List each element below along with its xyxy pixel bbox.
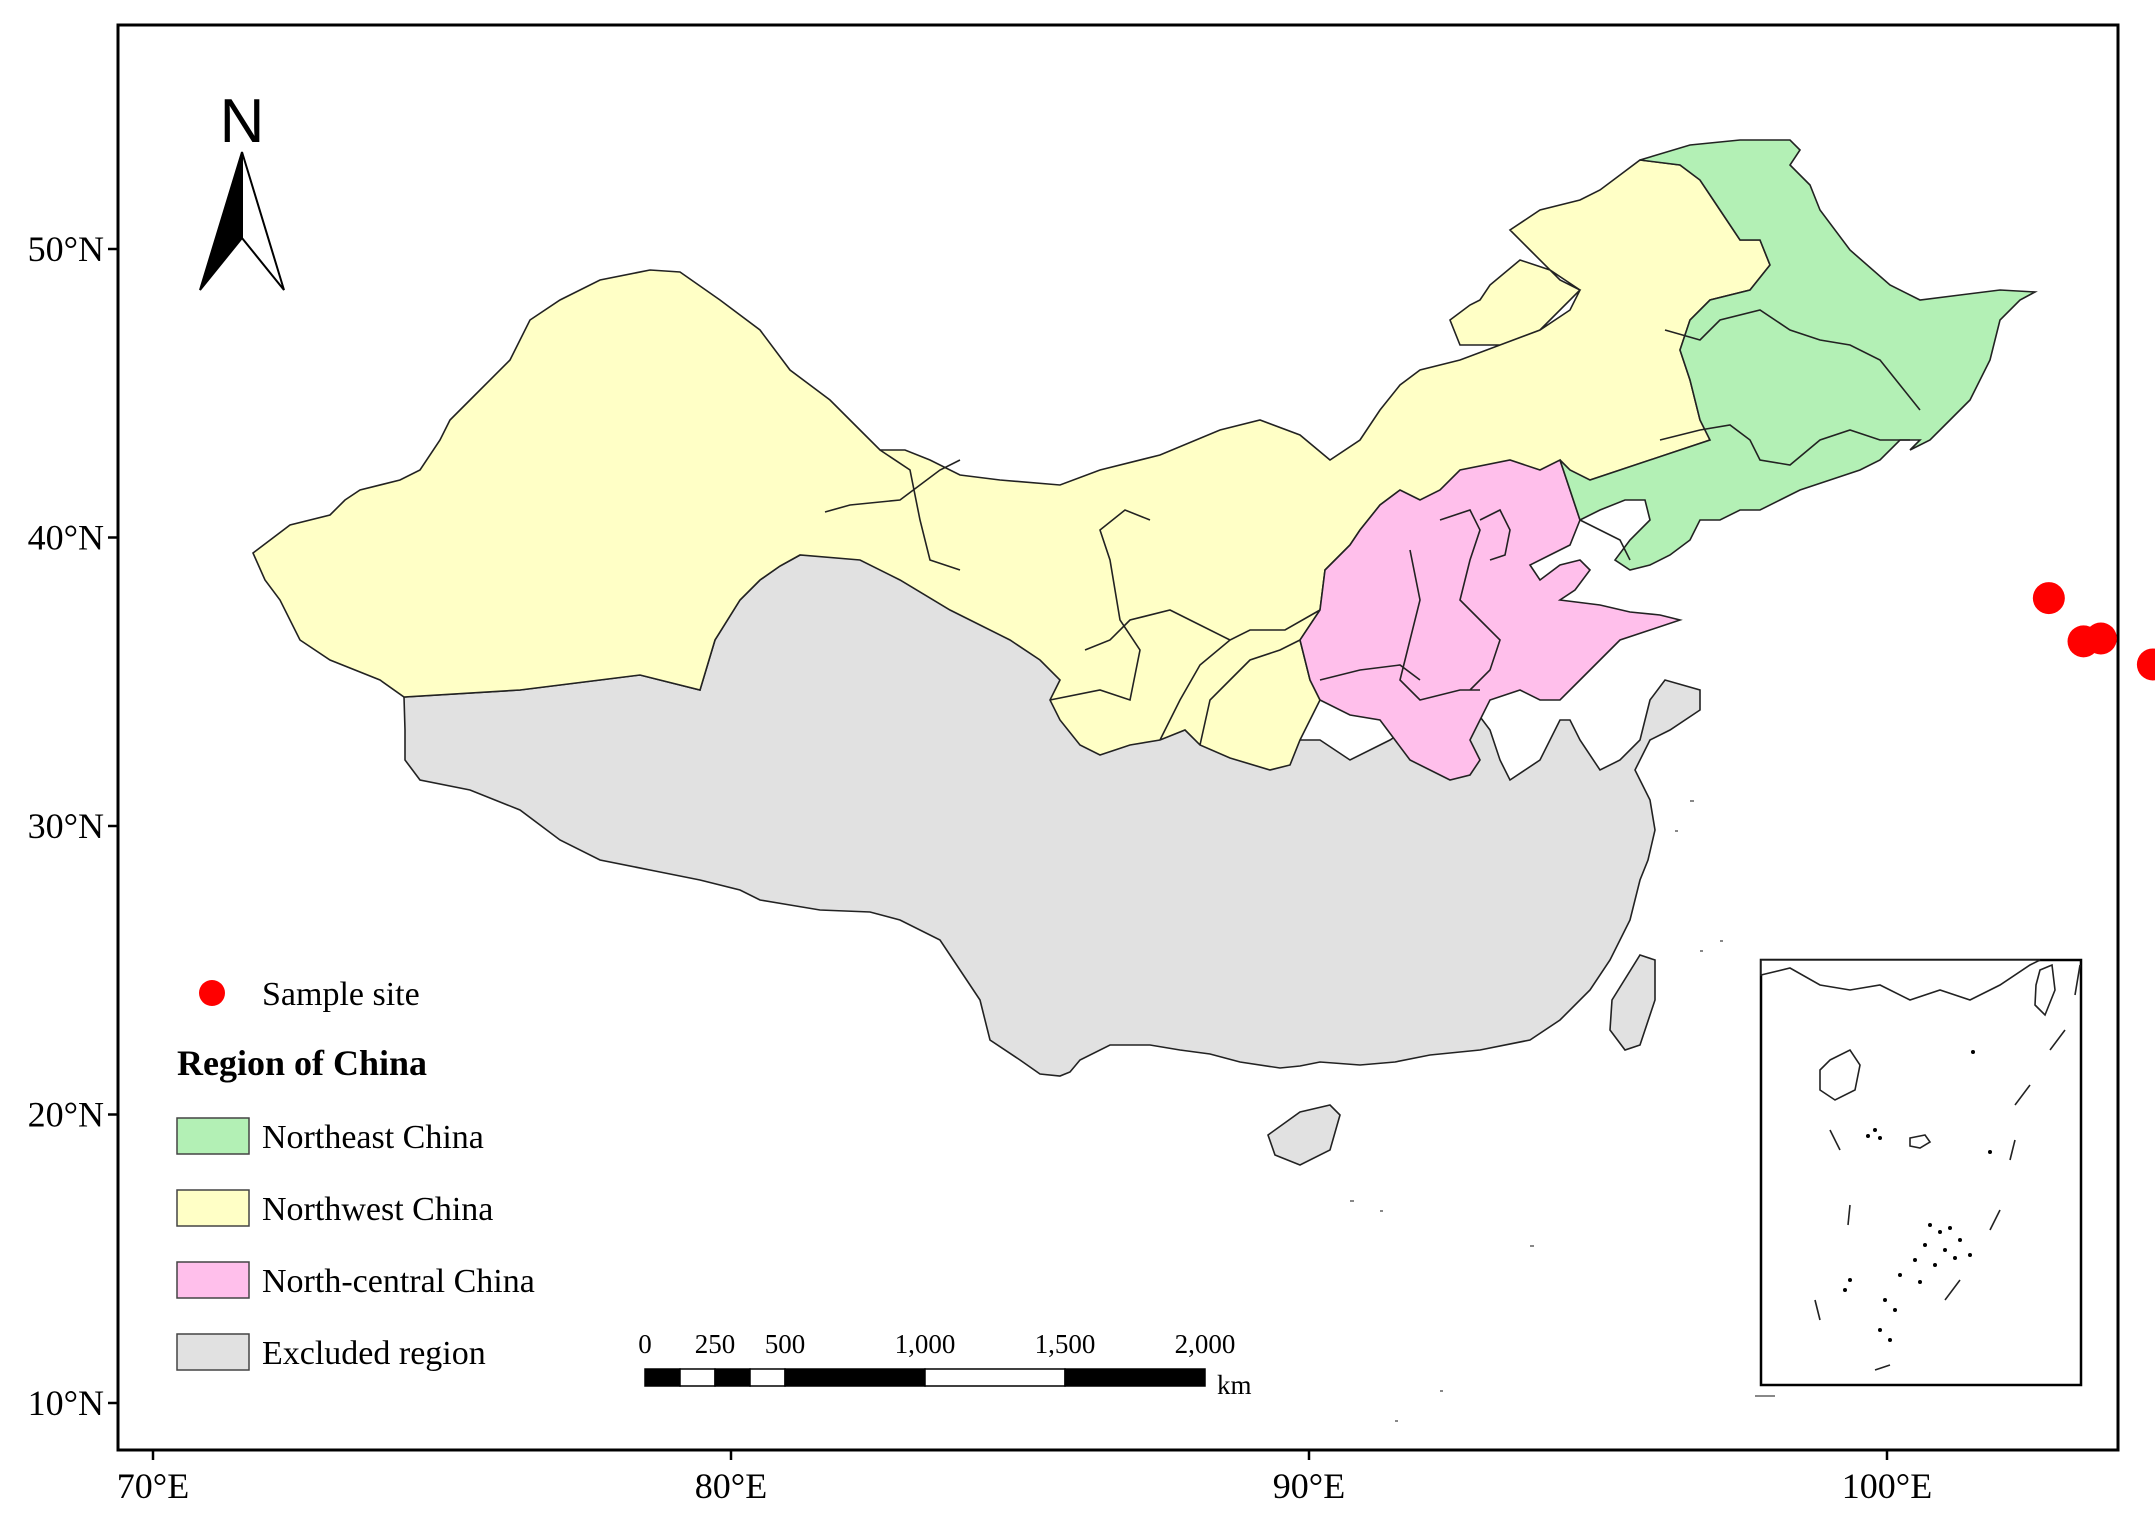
scale-bar-segment (714, 1368, 751, 1387)
scale-bar-segment (679, 1368, 716, 1387)
inset-map (1759, 958, 2083, 1387)
scale-bar-segment (749, 1368, 786, 1387)
legend-sample-site-label: Sample site (262, 976, 420, 1013)
legend-title: Region of China (177, 1043, 427, 1083)
legend-swatch (176, 1189, 250, 1227)
hainan-island (1267, 1104, 1341, 1166)
northeast-province-boundaries (1659, 309, 1921, 466)
y-tick-label: 20°N (28, 1095, 104, 1135)
legend-swatch (176, 1333, 250, 1371)
north-arrow-label: N (220, 87, 265, 156)
legend-item-label: Northeast China (262, 1119, 484, 1156)
north-arrow: N (199, 87, 285, 291)
legend-item-label: North-central China (262, 1263, 535, 1300)
scale-bar-label: 0 (638, 1329, 652, 1359)
scale-bar-label: 250 (695, 1329, 736, 1359)
scale-bar-label: 1,500 (1035, 1329, 1096, 1359)
y-tick-label: 10°N (28, 1383, 104, 1423)
scale-bar-label: 2,000 (1175, 1329, 1236, 1359)
legend-items: Northeast China Northwest China North-cent… (176, 1117, 535, 1372)
y-tick-label: 30°N (28, 806, 104, 846)
scale-bar-segment (784, 1368, 926, 1387)
sample-sites (2032, 582, 2155, 681)
north-central-region (1299, 458, 1683, 781)
scale-bar-segment (1064, 1368, 1206, 1387)
sample-site-marker (2032, 582, 2065, 615)
scale-bar-segment (924, 1368, 1066, 1387)
north-central-province-boundaries (1319, 508, 1511, 701)
sample-site-marker (2136, 648, 2155, 681)
bohai-coast (1579, 519, 1631, 561)
legend-item-label: Northwest China (262, 1191, 493, 1228)
y-tick-label: 50°N (28, 229, 104, 269)
scale-bar-unit: km (1217, 1370, 1252, 1400)
legend-sample-site-marker (199, 980, 225, 1006)
y-tick-label: 40°N (28, 518, 104, 558)
sample-site-marker (2084, 622, 2117, 655)
x-tick-label: 70°E (117, 1466, 189, 1506)
x-tick-label: 100°E (1842, 1466, 1932, 1506)
scale-bar: 0 250 500 1,000 1,500 2,000 km (638, 1329, 1251, 1400)
map-graticule-axes: 70°E80°E90°E100°E110°E120°E130°E10°N20°N… (28, 229, 1933, 1506)
scale-bar-label: 1,000 (895, 1329, 956, 1359)
x-tick-label: 90°E (1273, 1466, 1345, 1506)
legend-item-label: Excluded region (262, 1335, 486, 1372)
legend: Sample site Region of China Northeast Ch… (176, 976, 535, 1372)
taiwan-island (1609, 954, 1656, 1051)
x-tick-label: 80°E (695, 1466, 767, 1506)
scale-bar-label: 500 (765, 1329, 806, 1359)
northwest-province-boundaries (824, 449, 1321, 746)
scale-bar-segment (644, 1368, 681, 1387)
legend-swatch (176, 1261, 250, 1299)
legend-swatch (176, 1117, 250, 1155)
south-sea-specks (1350, 800, 1775, 1422)
northeast-region (1559, 139, 2038, 571)
